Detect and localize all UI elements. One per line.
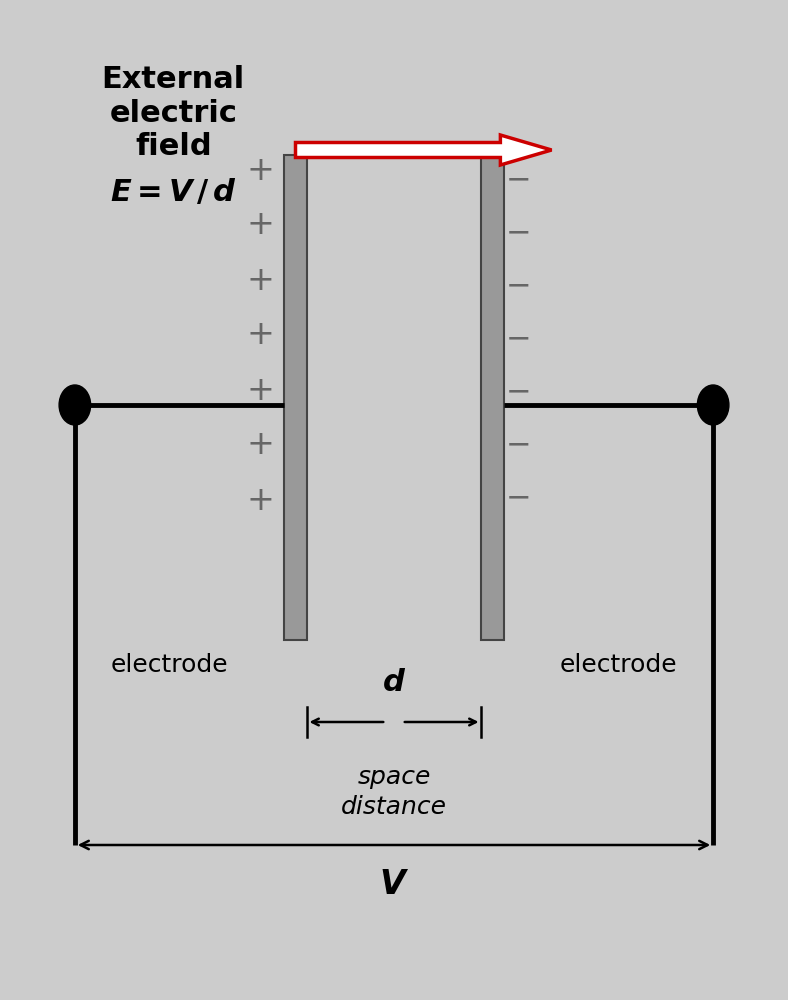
Circle shape (59, 385, 91, 425)
Bar (481, 155, 504, 640)
Text: $\boldsymbol{E = V\,/\,d}$: $\boldsymbol{E = V\,/\,d}$ (110, 177, 237, 207)
Text: −: − (506, 219, 531, 247)
Text: −: − (506, 430, 531, 460)
Text: $\boldsymbol{d}$: $\boldsymbol{d}$ (382, 668, 406, 697)
Text: +: + (246, 373, 274, 406)
Text: External
electric
field: External electric field (102, 65, 245, 161)
Text: −: − (506, 484, 531, 512)
Text: −: − (506, 271, 531, 300)
Text: +: + (246, 318, 274, 352)
Text: +: + (246, 153, 274, 186)
Text: +: + (246, 428, 274, 462)
Text: electrode: electrode (559, 653, 678, 677)
Text: −: − (506, 165, 531, 194)
Text: +: + (246, 209, 274, 241)
Text: −: − (506, 377, 531, 406)
Text: space
distance: space distance (341, 765, 447, 819)
Text: +: + (246, 484, 274, 516)
Text: electrode: electrode (110, 653, 229, 677)
Text: $\boldsymbol{V}$: $\boldsymbol{V}$ (379, 868, 409, 902)
Bar (284, 155, 307, 640)
Polygon shape (296, 135, 552, 165)
Text: +: + (246, 263, 274, 296)
Text: −: − (506, 324, 531, 354)
Circle shape (697, 385, 729, 425)
